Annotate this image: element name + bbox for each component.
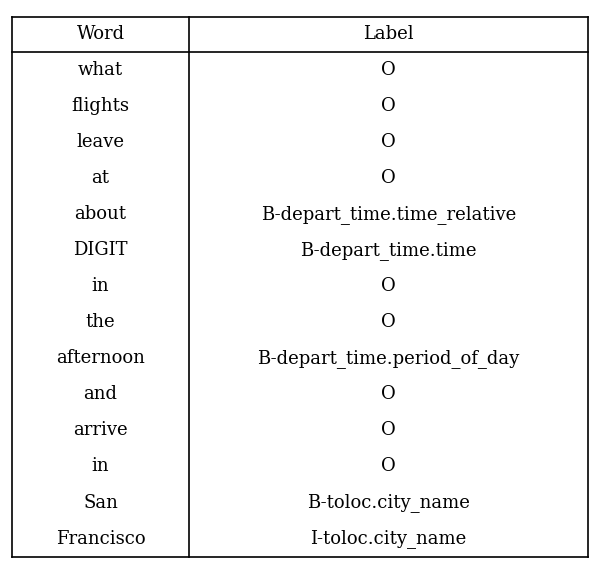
Text: flights: flights: [71, 97, 130, 115]
Text: at: at: [91, 169, 110, 187]
Text: in: in: [92, 457, 109, 475]
Text: and: and: [83, 385, 118, 403]
Text: O: O: [381, 133, 396, 151]
Text: what: what: [78, 61, 123, 79]
Text: O: O: [381, 169, 396, 187]
Text: I-toloc.city_name: I-toloc.city_name: [310, 529, 467, 548]
Text: O: O: [381, 457, 396, 475]
Text: B-depart_time.time_relative: B-depart_time.time_relative: [261, 204, 516, 224]
Text: O: O: [381, 61, 396, 79]
Text: leave: leave: [77, 133, 125, 151]
Text: B-depart_time.time: B-depart_time.time: [300, 241, 477, 260]
Text: B-depart_time.period_of_day: B-depart_time.period_of_day: [257, 349, 520, 368]
Text: O: O: [381, 277, 396, 295]
Text: Francisco: Francisco: [56, 529, 145, 548]
Text: O: O: [381, 314, 396, 331]
Text: San: San: [83, 494, 118, 512]
Text: Label: Label: [363, 26, 414, 43]
Text: about: about: [74, 205, 127, 223]
Text: DIGIT: DIGIT: [73, 241, 128, 259]
Text: arrive: arrive: [73, 421, 128, 440]
Text: O: O: [381, 385, 396, 403]
Text: afternoon: afternoon: [56, 349, 145, 367]
Text: O: O: [381, 97, 396, 115]
Text: O: O: [381, 421, 396, 440]
Text: Word: Word: [76, 26, 125, 43]
Text: B-toloc.city_name: B-toloc.city_name: [307, 493, 470, 512]
Text: the: the: [86, 314, 115, 331]
Text: in: in: [92, 277, 109, 295]
